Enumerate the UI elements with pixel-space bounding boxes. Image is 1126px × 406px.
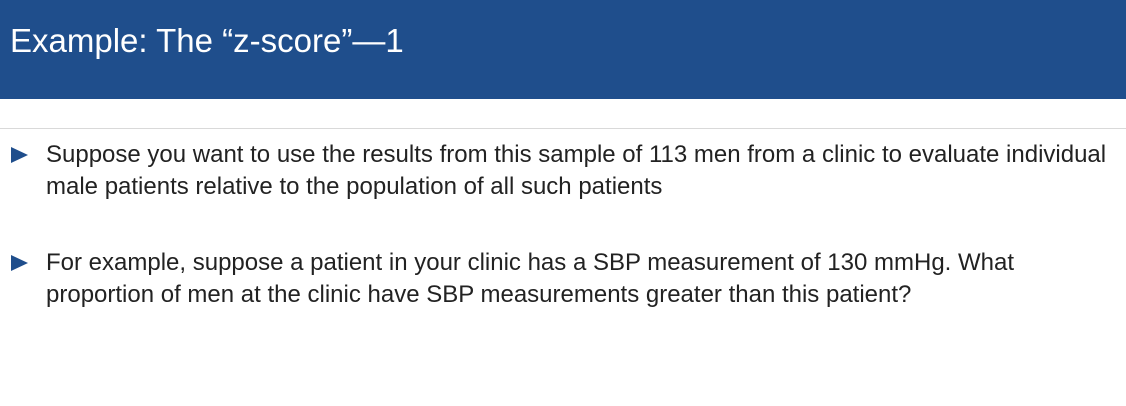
divider bbox=[0, 128, 1126, 129]
bullet-text-1: Suppose you want to use the results from… bbox=[46, 141, 1107, 200]
title-bar: Example: The “z-score”—1 bbox=[0, 0, 1126, 99]
bullet-text-2: For example, suppose a patient in your c… bbox=[46, 249, 1015, 308]
slide-title: Example: The “z-score”—1 bbox=[10, 22, 404, 59]
triangle-right-icon bbox=[11, 147, 28, 163]
triangle-right-icon bbox=[11, 255, 28, 271]
